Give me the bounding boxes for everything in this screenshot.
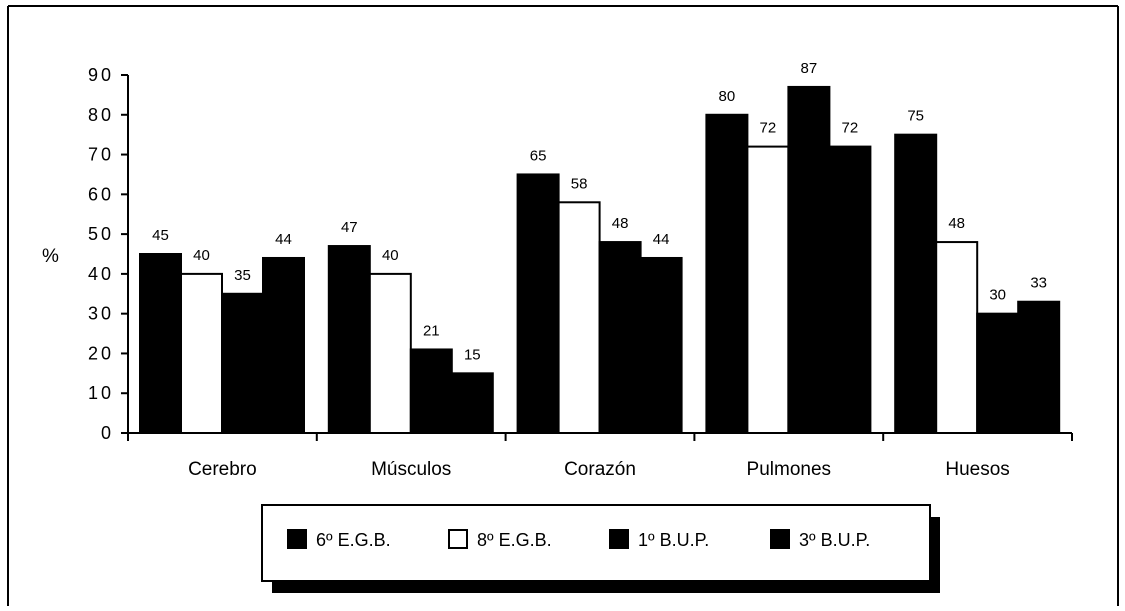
category-label: Cerebro xyxy=(188,459,257,480)
data-label: 40 xyxy=(382,247,399,264)
data-label: 48 xyxy=(948,215,965,232)
category-label: Pulmones xyxy=(747,459,832,480)
bar xyxy=(368,272,412,434)
bar xyxy=(639,256,683,434)
bar xyxy=(557,201,601,434)
data-label: 21 xyxy=(423,322,440,339)
legend-swatch xyxy=(448,529,468,549)
data-label: 80 xyxy=(719,88,736,105)
data-label: 87 xyxy=(801,60,818,77)
data-label: 35 xyxy=(234,267,251,284)
bar xyxy=(1017,300,1061,434)
data-label: 40 xyxy=(193,247,210,264)
bar xyxy=(139,253,182,434)
bar xyxy=(705,113,749,435)
category-label: Huesos xyxy=(945,459,1009,480)
legend-label: 1º B.U.P. xyxy=(638,530,709,550)
category-label: Músculos xyxy=(371,459,451,480)
bar xyxy=(935,241,979,434)
bar xyxy=(746,145,790,434)
data-label: 44 xyxy=(653,231,670,248)
bar xyxy=(327,245,371,434)
y-tick-label: 10 xyxy=(88,383,114,403)
legend-swatch xyxy=(287,529,307,549)
data-label: 65 xyxy=(530,147,547,164)
y-tick-label: 40 xyxy=(88,264,114,284)
bar xyxy=(409,348,453,435)
data-label: 47 xyxy=(341,219,358,236)
legend: 6º E.G.B. 8º E.G.B. 1º B.U.P. 3º B.U.P. xyxy=(261,504,940,593)
legend-swatch xyxy=(609,529,629,549)
y-tick-label: 0 xyxy=(101,423,114,443)
data-label: 58 xyxy=(571,175,588,192)
bar xyxy=(787,85,831,435)
bar xyxy=(828,145,872,434)
y-tick-label: 80 xyxy=(88,105,114,125)
data-label: 72 xyxy=(842,120,859,137)
legend-label: 6º E.G.B. xyxy=(316,530,391,550)
data-label: 72 xyxy=(760,120,777,137)
legend-label: 8º E.G.B. xyxy=(477,530,552,550)
category-label: Corazón xyxy=(564,459,636,480)
y-tick-label: 90 xyxy=(88,65,114,85)
data-label: 44 xyxy=(275,231,292,248)
legend-box xyxy=(261,504,931,582)
bar xyxy=(262,256,305,434)
data-label: 15 xyxy=(464,346,481,363)
y-tick-label: 50 xyxy=(88,224,114,244)
plot-area: 0 10 20 30 40 50 60 70 80 90 45 40 35 44 Cerebro 47 40 21… xyxy=(88,60,1073,480)
bar xyxy=(180,272,223,434)
bar xyxy=(221,292,264,434)
legend-swatch xyxy=(770,529,790,549)
bar xyxy=(450,372,494,435)
legend-label: 3º B.U.P. xyxy=(799,530,870,550)
y-axis-label: % xyxy=(42,246,59,267)
y-tick-label: 70 xyxy=(88,145,114,165)
data-label: 75 xyxy=(907,108,924,125)
data-label: 30 xyxy=(989,287,1006,304)
data-label: 45 xyxy=(152,227,169,244)
data-label: 33 xyxy=(1030,275,1047,292)
bar xyxy=(516,173,560,434)
y-tick-label: 20 xyxy=(88,343,114,363)
bar xyxy=(598,241,642,434)
data-label: 48 xyxy=(612,215,629,232)
y-tick-label: 60 xyxy=(88,184,114,204)
y-tick-label: 30 xyxy=(88,304,114,324)
bar xyxy=(976,312,1020,434)
bar xyxy=(894,133,938,435)
